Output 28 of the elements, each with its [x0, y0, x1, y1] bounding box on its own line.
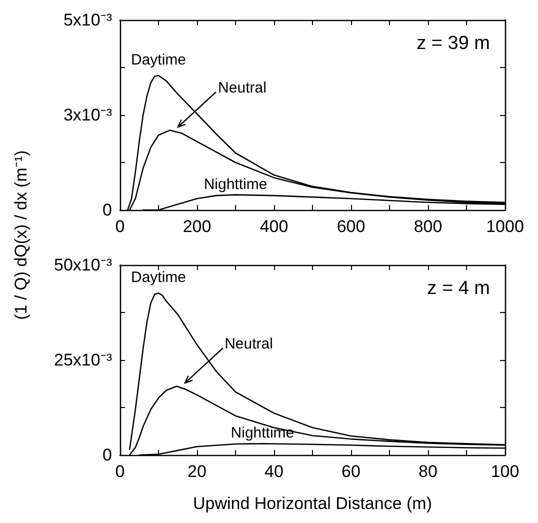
series-label: Daytime: [130, 51, 186, 68]
series-label: Nighttime: [204, 176, 268, 193]
x-tick-label: 20: [188, 462, 206, 481]
annotation: z = 4 m: [427, 278, 490, 299]
legend-label: Daytime: [130, 269, 186, 286]
y-tick-label: 50x10⁻³: [54, 256, 112, 274]
x-tick-label: 80: [418, 462, 438, 481]
x-tick-label: 100: [490, 462, 520, 481]
y-axis-title: (1 / Q) dQ(x) / dx (m⁻¹): [10, 150, 32, 320]
x-axis-title: Upwind Horizontal Distance (m): [192, 494, 432, 513]
series-label: Nighttime: [230, 424, 294, 442]
x-tick-label: 40: [264, 462, 284, 481]
x-tick-label: 400: [260, 217, 288, 236]
x-tick-label: 0: [115, 462, 125, 481]
y-tick-label: 25x10⁻³: [54, 350, 112, 370]
x-tick-label: 600: [336, 217, 366, 236]
x-tick-label: 1000: [486, 217, 524, 236]
text: Neutral: [224, 336, 273, 353]
y-tick-label: 3x10⁻³: [63, 106, 112, 124]
x-tick-label: 0: [115, 217, 125, 236]
y-tick-label: 0: [102, 446, 112, 464]
text: Neutral: [218, 80, 266, 97]
y-tick-label: 0: [102, 200, 112, 220]
x-tick-label: 200: [182, 217, 212, 236]
x-tick-label: 60: [342, 462, 360, 481]
y-tick-label: 5x10⁻³: [63, 10, 112, 30]
annotation: z = 39 m: [416, 33, 490, 54]
x-tick-label: 800: [414, 217, 442, 236]
